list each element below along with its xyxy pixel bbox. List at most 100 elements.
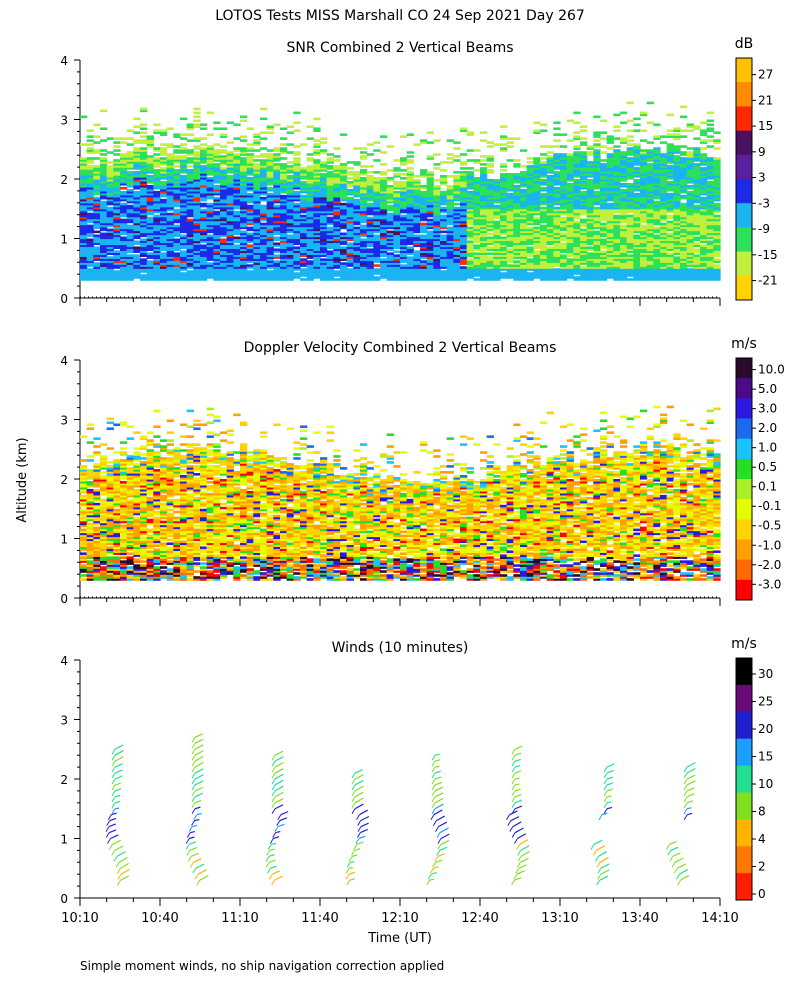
heatmap-cell (86, 234, 94, 238)
heatmap-cell (320, 234, 328, 238)
heatmap-cell (240, 254, 248, 257)
heatmap-cell (120, 220, 128, 224)
heatmap-cell (186, 278, 194, 281)
heatmap-cell (240, 151, 248, 154)
heatmap-cell (326, 226, 334, 230)
heatmap-cell (226, 192, 234, 196)
heatmap-cell (146, 270, 154, 273)
heatmap-cell (153, 173, 161, 176)
heatmap-cell (393, 196, 401, 200)
heatmap-cell (206, 264, 214, 267)
heatmap-cell (366, 190, 374, 194)
heatmap-cell (193, 107, 201, 111)
heatmap-cell (86, 177, 94, 180)
heatmap-cell (346, 188, 354, 192)
heatmap-cell (313, 200, 321, 204)
heatmap-cell (380, 240, 388, 244)
heatmap-cell (393, 214, 401, 218)
heatmap-cell (120, 214, 128, 218)
heatmap-cell (360, 192, 368, 196)
heatmap-cell (133, 226, 141, 230)
heatmap-cell (380, 266, 388, 269)
heatmap-cell (186, 186, 194, 190)
heatmap-cell (386, 248, 394, 251)
heatmap-cell (173, 220, 181, 224)
heatmap-cell (226, 169, 234, 172)
heatmap-cell (386, 234, 394, 238)
heatmap-cell (140, 147, 148, 150)
heatmap-cell (353, 222, 361, 226)
heatmap-cell (346, 246, 354, 250)
heatmap-cell (213, 216, 221, 220)
heatmap-cell (160, 244, 168, 248)
heatmap-cell (166, 155, 174, 158)
heatmap-cell (360, 246, 368, 250)
heatmap-cell (173, 244, 181, 248)
heatmap-cell (320, 190, 328, 194)
heatmap-cell (206, 171, 214, 174)
heatmap-cell (186, 258, 194, 261)
heatmap-cell (380, 234, 388, 238)
heatmap-cell (120, 258, 128, 261)
heatmap-cell (246, 252, 254, 255)
heatmap-cell (280, 180, 288, 184)
heatmap-cell (333, 256, 341, 259)
heatmap-cell (180, 179, 188, 182)
heatmap-cell (106, 236, 114, 240)
heatmap-cell (100, 254, 108, 257)
heatmap-cell (533, 121, 541, 125)
heatmap-cell (126, 276, 134, 279)
heatmap-cell (313, 220, 321, 224)
heatmap-cell (146, 179, 154, 182)
heatmap-cell (366, 256, 374, 259)
heatmap-cell (233, 196, 241, 200)
heatmap-cell (226, 180, 234, 184)
heatmap-cell (206, 238, 214, 242)
heatmap-cell (266, 194, 274, 198)
heatmap-cell (193, 151, 201, 154)
heatmap-cell (126, 204, 134, 208)
heatmap-cell (280, 171, 288, 174)
panel-title: SNR Combined 2 Vertical Beams (286, 40, 513, 56)
heatmap-cell (126, 180, 134, 184)
heatmap-cell (246, 228, 254, 232)
heatmap-cell (180, 234, 188, 238)
heatmap-cell (386, 274, 394, 277)
heatmap-cell (126, 163, 134, 166)
heatmap-cell (160, 147, 168, 150)
heatmap-cell (220, 226, 228, 230)
heatmap-cell (353, 171, 361, 174)
heatmap-cell (213, 143, 221, 146)
heatmap-cell (126, 167, 134, 170)
heatmap-cell (160, 173, 168, 176)
heatmap-cell (280, 127, 288, 131)
heatmap-cell (306, 206, 314, 210)
heatmap-cell (346, 230, 354, 234)
heatmap-cell (246, 274, 254, 277)
heatmap-cell (153, 272, 161, 275)
heatmap-cell (93, 218, 101, 222)
heatmap-cell (146, 212, 154, 216)
heatmap-cell (166, 212, 174, 216)
heatmap-cell (200, 179, 208, 182)
heatmap-cell (466, 149, 474, 152)
heatmap-cell (180, 147, 188, 150)
heatmap-cell (113, 180, 121, 184)
heatmap-cell (206, 256, 214, 259)
colorbar-label: 10.0 (758, 363, 785, 377)
heatmap-cell (120, 204, 128, 208)
heatmap-cell (86, 246, 94, 250)
heatmap-cell (346, 182, 354, 186)
heatmap-cell (366, 186, 374, 190)
heatmap-cell (320, 173, 328, 176)
heatmap-cell (286, 254, 294, 257)
heatmap-cell (200, 244, 208, 248)
heatmap-cell (206, 272, 214, 275)
heatmap-cell (366, 226, 374, 230)
heatmap-cell (100, 173, 108, 176)
heatmap-cell (140, 222, 148, 226)
heatmap-cell (200, 212, 208, 216)
heatmap-cell (220, 149, 228, 152)
heatmap-cell (286, 264, 294, 267)
heatmap-cell (306, 208, 314, 212)
